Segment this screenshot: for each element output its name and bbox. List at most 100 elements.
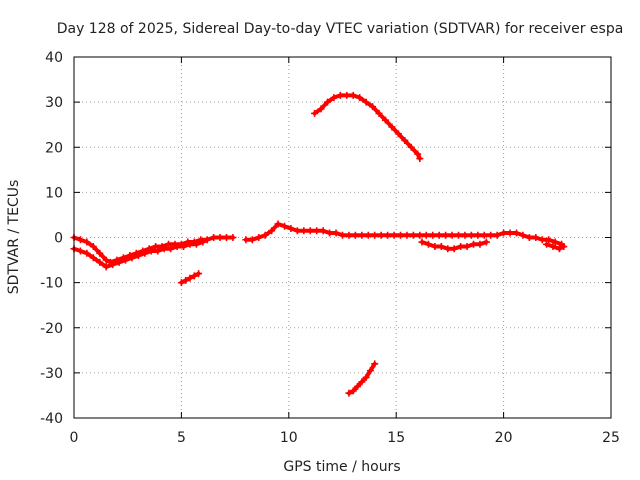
data-point-marker	[551, 238, 559, 246]
data-point-marker	[154, 247, 162, 255]
data-point-marker	[371, 360, 379, 368]
data-point-marker	[442, 231, 450, 239]
data-point-marker	[76, 247, 84, 255]
data-point-marker	[177, 279, 185, 287]
data-point-marker	[147, 247, 155, 255]
data-point-marker	[102, 263, 110, 271]
data-point-marker	[525, 234, 533, 241]
data-point-marker	[141, 249, 149, 257]
series-track-main-b	[242, 220, 566, 248]
data-point-marker	[319, 227, 327, 235]
data-point-marker	[549, 243, 557, 251]
data-point-marker	[435, 231, 443, 239]
data-point-marker	[416, 155, 424, 163]
data-point-marker	[474, 231, 482, 239]
data-point-marker	[173, 243, 181, 251]
data-point-marker	[431, 243, 439, 251]
data-point-marker	[182, 276, 190, 284]
data-point-marker	[165, 240, 173, 248]
data-point-marker	[339, 231, 346, 239]
data-point-marker	[457, 243, 465, 251]
data-point-marker	[369, 103, 377, 111]
y-tick-label: 0	[54, 231, 63, 247]
data-point-marker	[160, 245, 168, 253]
data-point-marker	[223, 234, 231, 241]
x-tick-label: 15	[387, 430, 405, 446]
data-point-marker	[487, 231, 495, 239]
x-tick-label: 10	[280, 430, 298, 446]
data-point-marker	[268, 227, 276, 235]
data-point-marker	[470, 240, 478, 248]
data-point-marker	[512, 229, 520, 237]
y-tick-label: 30	[45, 95, 63, 111]
data-point-marker	[306, 227, 314, 235]
data-point-marker	[83, 249, 91, 257]
y-tick-label: 40	[45, 50, 63, 66]
data-point-marker	[76, 236, 84, 244]
data-point-marker	[242, 236, 250, 244]
data-point-marker	[343, 91, 351, 99]
x-tick-label: 5	[177, 430, 186, 446]
data-point-marker	[199, 238, 207, 246]
data-point-marker	[500, 229, 508, 237]
data-point-marker	[401, 136, 409, 144]
data-point-marker	[356, 94, 364, 102]
data-point-marker	[381, 116, 389, 124]
data-point-marker	[186, 274, 194, 282]
data-point-marker	[96, 249, 104, 257]
data-point-marker	[538, 236, 546, 244]
data-point-marker	[293, 227, 301, 235]
data-point-marker	[506, 229, 514, 237]
data-point-marker	[418, 238, 426, 246]
data-point-marker	[424, 240, 432, 248]
data-point-marker	[186, 240, 194, 248]
data-point-marker	[115, 258, 123, 266]
y-axis-label: SDTVAR / TECUs	[6, 180, 22, 295]
data-point-marker	[313, 227, 321, 235]
y-tick-label: -30	[40, 366, 63, 382]
data-point-marker	[192, 240, 200, 248]
y-tick-label: 10	[45, 185, 63, 201]
data-point-marker	[371, 231, 379, 239]
data-point-marker	[311, 109, 319, 117]
data-point-marker	[89, 254, 97, 262]
data-point-marker	[388, 123, 396, 131]
data-point-marker	[190, 272, 198, 280]
data-point-marker	[351, 231, 359, 239]
data-point-marker	[203, 236, 211, 244]
y-tick-label: 20	[45, 140, 63, 156]
y-tick-label: -10	[40, 276, 63, 292]
data-point-marker	[493, 231, 501, 239]
data-point-marker	[83, 238, 91, 246]
data-point-marker	[274, 220, 282, 228]
data-point-marker	[287, 224, 295, 232]
series-track-main-a-lower	[70, 238, 207, 271]
data-point-marker	[396, 231, 404, 239]
series-track-arc-lower	[345, 360, 379, 397]
series-track-short-neg10	[177, 270, 203, 287]
data-point-marker	[543, 240, 551, 248]
data-point-marker	[345, 231, 353, 239]
data-point-marker	[482, 238, 490, 246]
data-point-marker	[450, 245, 458, 253]
data-point-marker	[519, 231, 527, 239]
series-track-dip	[418, 238, 490, 253]
data-points	[70, 91, 568, 397]
data-point-marker	[128, 254, 136, 262]
y-tick-label: -40	[40, 411, 63, 427]
data-point-marker	[467, 231, 475, 239]
y-tick-label: -20	[40, 321, 63, 337]
data-point-marker	[532, 234, 540, 241]
data-point-marker	[195, 270, 203, 278]
data-point-marker	[330, 94, 338, 102]
axis-ticks: 0 5 10 15 20 25 -40 -30 -20 -10 0 10 20 30 40	[40, 50, 620, 446]
data-point-marker	[152, 243, 160, 251]
chart-title: Day 128 of 2025, Sidereal Day-to-day VTE…	[57, 21, 624, 37]
data-point-marker	[407, 143, 415, 151]
data-point-marker	[444, 245, 452, 253]
data-point-marker	[332, 229, 340, 237]
data-point-marker	[300, 227, 308, 235]
data-point-marker	[377, 231, 385, 239]
data-point-marker	[229, 234, 237, 241]
